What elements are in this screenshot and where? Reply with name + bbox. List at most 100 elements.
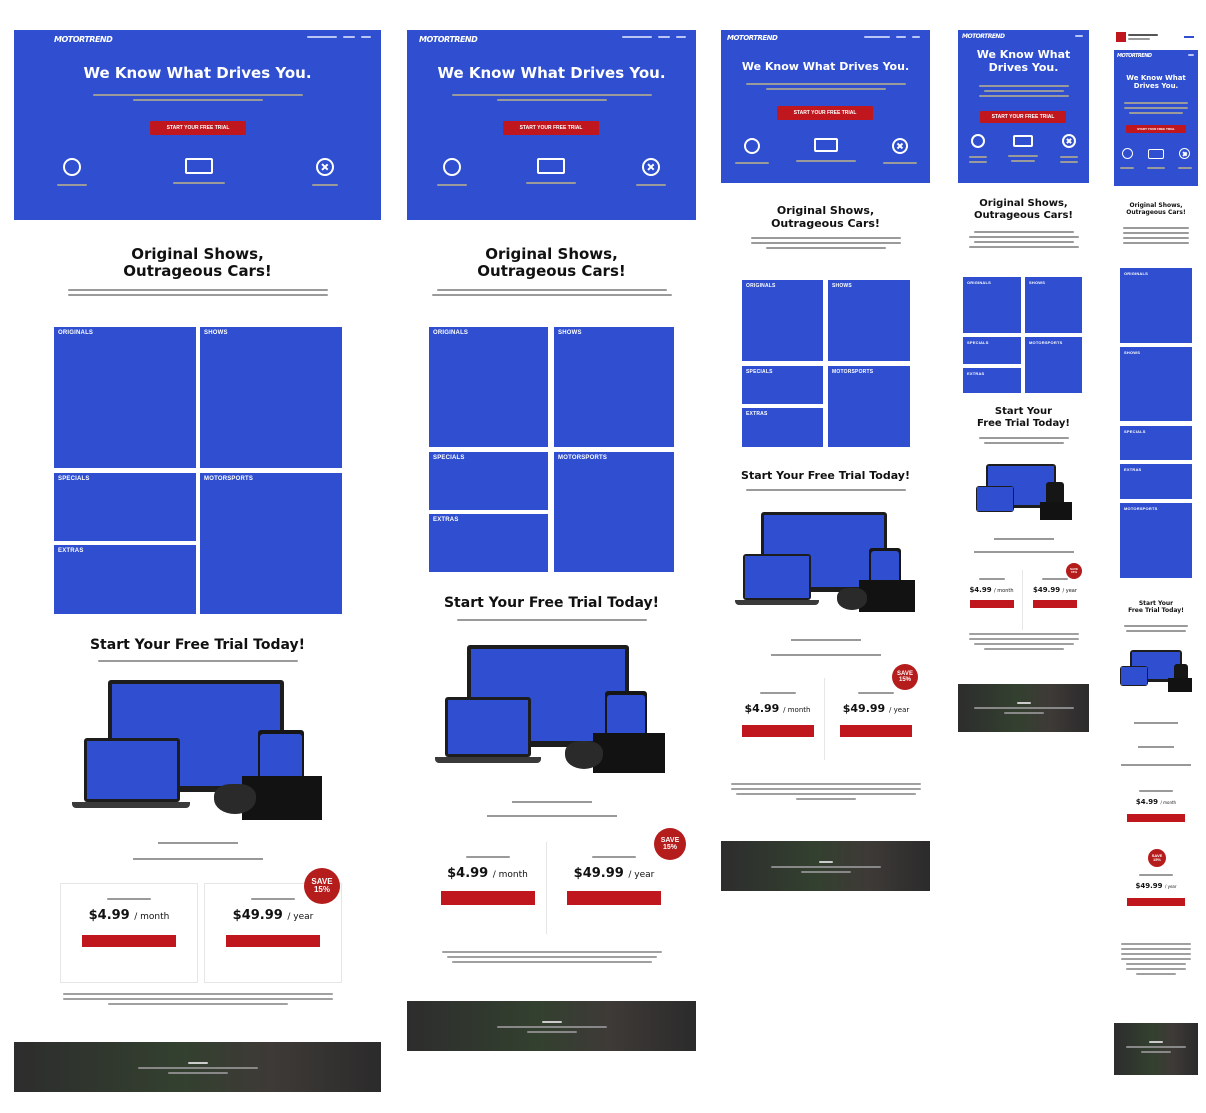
tile-specials[interactable]: SPECIALS: [1120, 426, 1192, 460]
price-card-monthly: $4.99 / month: [1116, 786, 1196, 836]
brand-logo[interactable]: MOTORTREND: [727, 34, 778, 42]
subscribe-yearly-button[interactable]: [567, 891, 661, 905]
feature-cancel: [311, 158, 338, 189]
hero-title: We Know What Drives You.: [83, 64, 312, 82]
tile-originals[interactable]: ORIGINALS: [429, 327, 548, 447]
tile-shows[interactable]: SHOWS: [200, 327, 342, 468]
frame-tablet: MOTORTREND We Know What Drives You. STAR…: [721, 30, 930, 895]
features-row: [1114, 146, 1198, 172]
price-card-yearly: $49.99 / year: [1116, 870, 1196, 922]
tile-shows[interactable]: SHOWS: [554, 327, 674, 447]
cancel-icon: [891, 138, 908, 154]
start-trial-button[interactable]: START YOUR FREE TRIAL: [777, 106, 873, 120]
devices-image: [72, 678, 322, 826]
feature-hd: [57, 158, 88, 189]
save-badge: SAVE 15%: [1148, 849, 1166, 867]
tile-specials[interactable]: SPECIALS: [742, 366, 823, 404]
yearly-price: $49.99 / year: [1135, 882, 1177, 890]
start-trial-button[interactable]: START YOUR FREE TRIAL: [150, 121, 246, 135]
subscribe-yearly-button[interactable]: [226, 935, 320, 947]
frame-desktop: MOTORTREND We Know What Drives You. STAR…: [407, 30, 696, 1055]
hd-icon: [63, 158, 82, 176]
tile-extras[interactable]: EXTRAS: [1120, 464, 1192, 499]
nav-links[interactable]: [622, 36, 686, 38]
subscribe-monthly-button[interactable]: [82, 935, 176, 947]
price-card-monthly: $4.99 / month: [429, 842, 547, 934]
feature-cancel: [1177, 146, 1192, 172]
feature-devices: [1008, 134, 1039, 166]
tile-motorsports[interactable]: MOTORSPORTS: [1025, 337, 1082, 393]
nav-links[interactable]: [864, 36, 920, 38]
save-badge: SAVE 15%: [304, 868, 340, 904]
tile-originals[interactable]: ORIGINALS: [54, 327, 196, 468]
tile-motorsports[interactable]: MOTORSPORTS: [1120, 503, 1192, 578]
tile-originals[interactable]: ORIGINALS: [1120, 268, 1192, 343]
devices-icon: [813, 138, 838, 152]
features-row: [14, 158, 381, 189]
footer: [1114, 1023, 1198, 1075]
subscribe-monthly-button[interactable]: [440, 891, 535, 905]
yearly-price: $49.99 / year: [573, 866, 655, 881]
tile-originals[interactable]: ORIGINALS: [742, 280, 823, 361]
features-row: [407, 158, 696, 189]
originals-description: [407, 286, 696, 299]
legal-fine-print: [1118, 940, 1194, 978]
footer: [958, 684, 1089, 732]
hero-section: MOTORTREND We Know What Drives You. STAR…: [721, 30, 930, 183]
tile-extras[interactable]: EXTRAS: [963, 368, 1021, 393]
subscribe-monthly-button[interactable]: [741, 725, 814, 737]
originals-description: [958, 228, 1089, 251]
trial-subtitle: [721, 486, 930, 494]
tile-originals[interactable]: ORIGINALS: [963, 277, 1021, 333]
subscribe-monthly-button[interactable]: [1127, 814, 1185, 822]
brand-logo[interactable]: MOTORTREND: [54, 35, 113, 44]
price-card-monthly: $4.99 / month: [961, 570, 1023, 630]
tile-shows[interactable]: SHOWS: [828, 280, 910, 361]
tile-motorsports[interactable]: MOTORSPORTS: [200, 473, 342, 614]
cancel-icon: [1179, 148, 1191, 159]
originals-title: Original Shows, Outrageous Cars!: [123, 245, 272, 280]
originals-title: Original Shows, Outrageous Cars!: [477, 245, 626, 280]
hd-icon: [442, 158, 461, 176]
tile-extras[interactable]: EXTRAS: [429, 514, 548, 572]
start-trial-button[interactable]: START YOUR FREE TRIAL: [1126, 125, 1186, 133]
tile-shows[interactable]: SHOWS: [1025, 277, 1082, 333]
subscribe-yearly-button[interactable]: [1127, 898, 1185, 906]
hero-subtitle: [407, 91, 696, 104]
tile-specials[interactable]: SPECIALS: [54, 473, 196, 541]
tile-specials[interactable]: SPECIALS: [963, 337, 1021, 364]
cancel-icon: [642, 158, 661, 176]
hero-title: We Know What Drives You.: [741, 60, 910, 73]
nav-links[interactable]: [307, 36, 371, 38]
mobile-app-banner[interactable]: [1114, 30, 1198, 46]
tile-extras[interactable]: EXTRAS: [54, 545, 196, 614]
trial-title: Start Your Free Trial Today!: [89, 637, 306, 653]
tile-shows[interactable]: SHOWS: [1120, 347, 1192, 421]
yearly-price: $49.99 / year: [842, 702, 910, 715]
start-trial-button[interactable]: START YOUR FREE TRIAL: [503, 121, 599, 135]
tile-specials[interactable]: SPECIALS: [429, 452, 548, 510]
yearly-price: $49.99 / year: [1033, 586, 1077, 594]
features-row: [958, 134, 1089, 166]
monthly-price: $4.99 / month: [744, 702, 811, 715]
subscribe-yearly-button[interactable]: [1033, 600, 1077, 608]
hero-title: We Know What Drives You.: [1126, 74, 1186, 90]
nav-links[interactable]: [1188, 54, 1194, 56]
tile-motorsports[interactable]: MOTORSPORTS: [828, 366, 910, 447]
monthly-price: $4.99 / month: [969, 586, 1014, 594]
start-trial-button[interactable]: START YOUR FREE TRIAL: [980, 111, 1066, 123]
brand-logo[interactable]: MOTORTREND: [419, 35, 478, 44]
brand-logo[interactable]: MOTORTREND: [962, 33, 1005, 40]
feature-hd: [734, 138, 769, 167]
brand-logo[interactable]: MOTORTREND: [1117, 53, 1152, 59]
tile-motorsports[interactable]: MOTORSPORTS: [554, 452, 674, 572]
devices-icon: [185, 158, 214, 174]
hero-title: We Know What Drives You.: [437, 64, 666, 82]
legal-fine-print: [727, 780, 924, 803]
subscribe-monthly-button[interactable]: [969, 600, 1014, 608]
nav-links[interactable]: [1075, 35, 1083, 37]
trial-subtitle: [407, 616, 696, 624]
tile-extras[interactable]: EXTRAS: [742, 408, 823, 447]
platform-list: [721, 646, 930, 664]
subscribe-yearly-button[interactable]: [840, 725, 912, 737]
